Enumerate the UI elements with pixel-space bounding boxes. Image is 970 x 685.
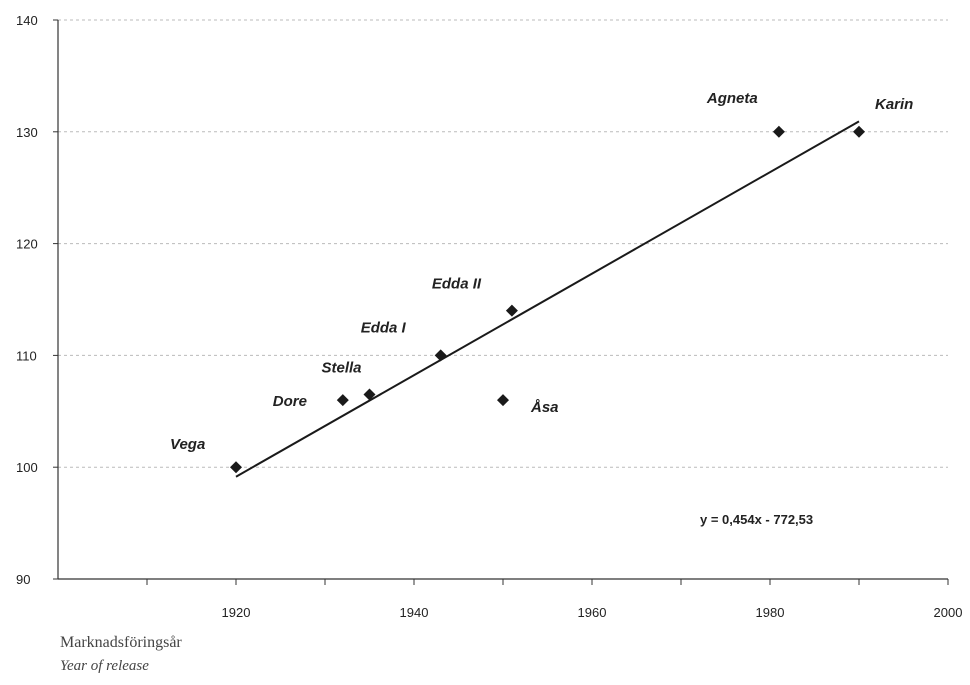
data-points: [230, 125, 865, 474]
y-tick-label: 100: [16, 460, 38, 475]
trendline: [235, 120, 860, 478]
data-point-label: Agneta: [706, 90, 758, 107]
x-tick-label: 1940: [400, 605, 429, 620]
data-point-marker: [497, 394, 509, 407]
data-point-label: Dore: [273, 393, 307, 410]
y-tick-label: 110: [16, 348, 37, 363]
data-point-label: Edda I: [361, 319, 407, 336]
data-point-marker: [230, 461, 242, 474]
x-tick-label: 1980: [756, 605, 785, 620]
gridlines: [58, 19, 948, 468]
x-axis-label: Marknadsföringsår: [60, 634, 182, 651]
x-tick-label: 1920: [222, 605, 251, 620]
trendline-equation: y = 0,454x - 772,53: [700, 512, 813, 527]
data-point-label: Vega: [170, 436, 205, 453]
data-point-label: Edda II: [432, 276, 482, 293]
data-point-marker: [434, 349, 447, 362]
y-tick-label: 90: [16, 572, 30, 587]
data-point-marker: [336, 394, 349, 407]
y-tick-label: 140: [16, 13, 38, 28]
y-ticks: 90 100 110 120 130 140: [16, 13, 58, 587]
x-axis-label-english: Year of release: [60, 658, 149, 674]
data-point-marker: [363, 388, 376, 401]
x-ticks: 1920 1940 1960 1980 2000: [146, 579, 963, 620]
data-point-marker: [505, 304, 518, 317]
y-tick-label: 130: [16, 125, 38, 140]
point-labels: Vega Dore Stella Edda I Edda II Åsa Agneta Kari…: [170, 90, 913, 453]
data-point-label: Karin: [875, 96, 913, 113]
axes: [57, 20, 948, 580]
x-tick-label: 1960: [578, 605, 607, 620]
data-point-marker: [853, 125, 865, 138]
data-point-marker: [772, 125, 785, 138]
y-tick-label: 120: [16, 237, 38, 252]
trendline-group: [235, 120, 860, 478]
data-point-label: Åsa: [530, 399, 559, 416]
x-tick-label: 2000: [934, 605, 963, 620]
data-point-label: Stella: [322, 360, 362, 377]
